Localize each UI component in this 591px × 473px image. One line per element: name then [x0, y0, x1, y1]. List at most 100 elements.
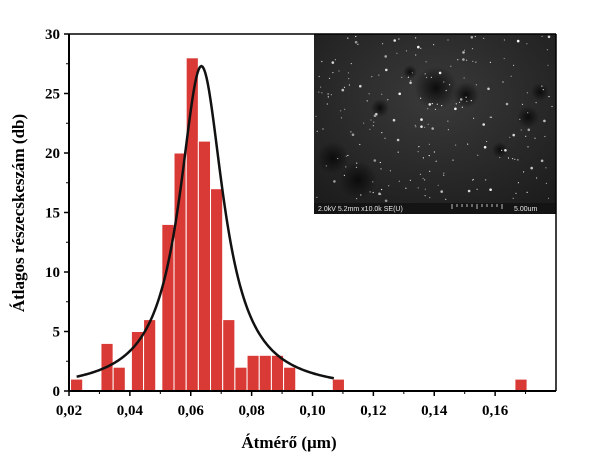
sem-particle — [526, 92, 529, 94]
sem-particle — [477, 154, 479, 156]
sem-particle — [388, 185, 390, 187]
sem-particle — [380, 168, 382, 170]
sem-particle — [328, 77, 331, 79]
sem-particle — [372, 181, 374, 183]
sem-particle — [472, 60, 474, 63]
sem-particle — [389, 170, 391, 172]
sem-particle — [318, 75, 320, 78]
sem-particle — [462, 58, 465, 61]
sem-particle — [366, 100, 368, 102]
sem-particle — [348, 84, 350, 86]
sem-particle — [540, 159, 544, 163]
sem-particle — [414, 124, 416, 126]
sem-particle — [318, 91, 320, 93]
y-tick-label: 15 — [45, 206, 60, 222]
sem-particle — [507, 157, 510, 159]
sem-particle — [501, 149, 503, 151]
histogram-bar — [234, 366, 248, 392]
sem-particle — [436, 103, 438, 105]
sem-particle — [427, 108, 429, 110]
sem-particle — [467, 189, 471, 193]
sem-particle — [441, 105, 443, 107]
histogram-bars — [70, 57, 528, 392]
sem-particle — [470, 100, 472, 102]
sem-particle — [350, 63, 352, 65]
sem-particle — [475, 61, 477, 63]
sem-particle — [502, 81, 504, 83]
sem-particle — [433, 151, 435, 153]
sem-particle — [338, 70, 340, 72]
x-tick-label: 0,08 — [239, 403, 265, 419]
x-tick-label: 0,10 — [299, 403, 325, 419]
sem-scale-label: 5.00um — [514, 206, 538, 213]
sem-particle — [543, 119, 546, 123]
sem-particle — [547, 35, 551, 39]
sem-particle — [427, 123, 429, 125]
sem-particle — [527, 128, 531, 132]
sem-scale-bar — [451, 204, 503, 209]
sem-particle — [450, 65, 452, 67]
sem-particle — [350, 131, 352, 133]
sem-particle — [443, 172, 445, 174]
sem-particle — [429, 170, 431, 172]
sem-particle — [354, 40, 358, 44]
sem-dark-spot — [317, 142, 349, 174]
sem-particle — [417, 151, 419, 153]
histogram-bar — [258, 354, 272, 392]
sem-particle — [373, 159, 377, 162]
sem-particle — [470, 36, 474, 39]
sem-particle — [547, 197, 550, 199]
x-tick-label: 0,16 — [482, 403, 509, 419]
x-tick-label: 0,02 — [56, 403, 82, 419]
sem-particle — [546, 49, 549, 51]
sem-particle — [420, 118, 423, 121]
sem-particle — [360, 194, 362, 196]
sem-particle — [527, 146, 529, 148]
sem-particle — [489, 116, 491, 118]
sem-particle — [330, 94, 332, 96]
sem-particle — [381, 132, 383, 134]
sem-particle — [424, 73, 426, 75]
sem-particle — [503, 57, 505, 60]
sem-particle — [526, 43, 528, 45]
sem-particle — [471, 48, 474, 50]
sem-particle — [347, 72, 349, 74]
sem-particle — [420, 47, 422, 50]
sem-particle — [459, 98, 463, 101]
sem-particle — [347, 37, 349, 39]
sem-particle — [387, 99, 389, 101]
sem-particle — [396, 138, 400, 142]
sem-particle — [422, 157, 424, 159]
sem-inset-image: 2.0kV 5.2mm x10.0k SE(U) 5.00um — [314, 34, 556, 214]
sem-particle — [415, 54, 417, 56]
sem-particle — [384, 137, 386, 139]
histogram-bar — [197, 140, 212, 392]
sem-particle — [473, 117, 475, 119]
sem-particle — [417, 187, 419, 189]
sem-particle — [461, 106, 463, 108]
sem-dark-spot — [453, 82, 479, 108]
sem-particle — [396, 52, 398, 54]
sem-particle — [463, 49, 466, 51]
sem-particle — [368, 93, 370, 95]
sem-particle — [345, 155, 347, 157]
sem-particle — [548, 96, 550, 98]
sem-particle — [445, 89, 447, 92]
sem-particle — [551, 105, 553, 108]
sem-particle — [465, 96, 467, 98]
sem-particle — [542, 89, 544, 91]
sem-particle — [457, 59, 459, 61]
y-tick-label: 5 — [53, 325, 61, 341]
sem-particle — [466, 59, 468, 61]
sem-particle — [369, 191, 371, 193]
sem-particle — [447, 120, 449, 122]
sem-particle — [474, 35, 476, 38]
sem-particle — [455, 144, 457, 146]
sem-particle — [541, 85, 543, 87]
sem-particle — [486, 140, 488, 143]
sem-particle — [359, 84, 362, 88]
sem-particle — [443, 81, 445, 83]
sem-particle — [380, 193, 382, 196]
sem-particle — [425, 61, 427, 63]
y-tick-label: 0 — [53, 384, 61, 400]
